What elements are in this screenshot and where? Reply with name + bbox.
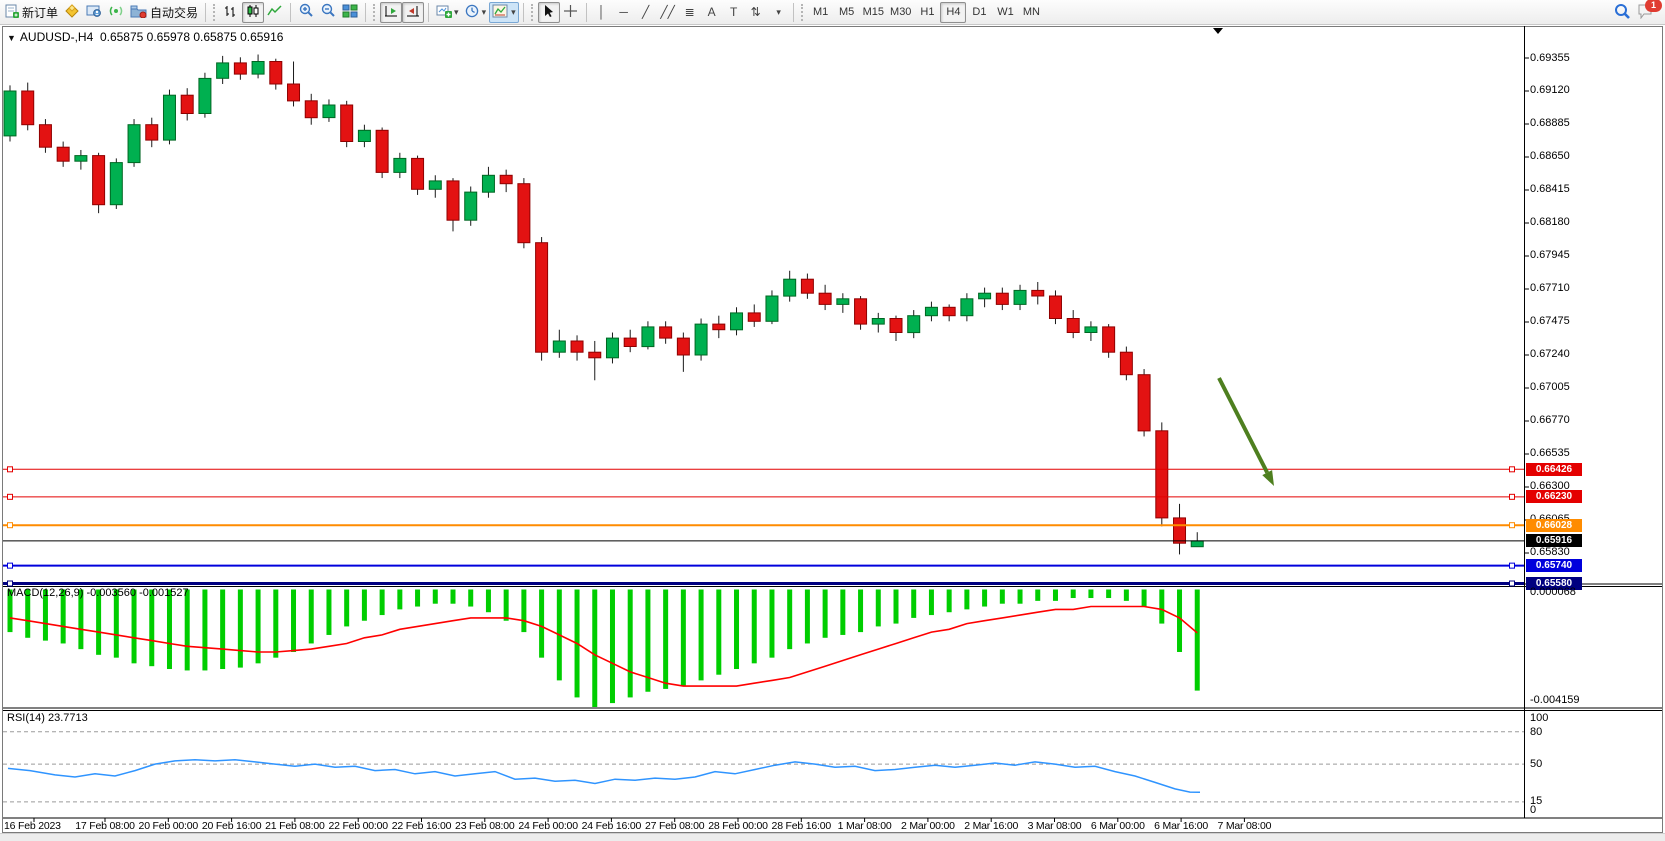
chart-template-icon [492, 4, 509, 21]
timeframe-m15-button[interactable]: M15 [862, 6, 885, 18]
timeframe-d1-button[interactable]: D1 [972, 6, 987, 18]
new-order-label: 新订单 [22, 5, 59, 20]
line-chart-icon [267, 4, 283, 21]
drawing-tools-group: │ ─ ╱ ╱╱ ≣ A T ⇅ [591, 2, 767, 23]
bar-chart-icon [223, 4, 239, 21]
ohlc-values: 0.65875 0.65978 0.65875 0.65916 [99, 30, 284, 44]
text-tool-button[interactable]: A [707, 5, 716, 19]
zoom-in-icon [298, 3, 314, 21]
cursor-tool-button[interactable] [537, 1, 560, 23]
signal-icon [108, 4, 124, 21]
arrows-tool-caret[interactable]: ▾ [767, 2, 789, 23]
template-button[interactable]: ▾ [489, 1, 519, 23]
collapse-triangle-icon[interactable]: ▼ [7, 33, 16, 43]
vertical-line-tool-button[interactable]: │ [597, 5, 606, 19]
new-chart-icon [436, 4, 453, 21]
gold-gem-icon [64, 3, 80, 21]
new-order-button[interactable]: 新订单 [2, 2, 61, 23]
timeframe-w1-button[interactable]: W1 [997, 6, 1014, 18]
timeframe-m5-button[interactable]: M5 [838, 6, 855, 18]
toolbar-grip [213, 3, 217, 21]
chart-title: ▼ AUDUSD-,H4 0.65875 0.65978 0.65875 0.65… [7, 30, 283, 44]
chart-shift-button[interactable] [402, 1, 425, 23]
zoom-out-button[interactable] [317, 2, 339, 23]
horizontal-line-tool-button[interactable]: ─ [619, 5, 628, 19]
toolbar-separator [290, 2, 292, 22]
text-label-tool-button[interactable]: T [729, 5, 738, 19]
zoom-out-icon [320, 3, 336, 21]
autotrading-button[interactable]: 自动交易 [127, 2, 201, 23]
signal-button[interactable] [105, 2, 127, 23]
chevron-down-icon[interactable]: ▾ [481, 6, 487, 17]
zoom-in-button[interactable] [295, 2, 317, 23]
timeframe-mn-button[interactable]: MN [1022, 6, 1040, 18]
search-icon [1614, 3, 1631, 22]
timeframe-h1-button[interactable]: H1 [920, 6, 935, 18]
toolbar-separator [365, 2, 367, 22]
autotrading-folder-icon [130, 4, 147, 21]
market-watch-button[interactable] [61, 2, 83, 23]
toolbar-grip [373, 3, 377, 21]
profile-icon [86, 4, 102, 21]
rsi-indicator-label: RSI(14) 23.7713 [7, 712, 88, 724]
search-button[interactable] [1611, 2, 1634, 23]
candlestick-icon [245, 4, 261, 21]
toolbar-separator [428, 2, 430, 22]
equidistant-channel-tool-button[interactable]: ╱╱ [660, 5, 675, 19]
notification-count-badge: 1 [1645, 0, 1662, 12]
timeframe-m1-button[interactable]: M1 [812, 6, 829, 18]
cursor-icon [542, 4, 555, 21]
new-chart-button[interactable]: ▾ [433, 2, 462, 23]
arrows-tool-button[interactable]: ⇅ [750, 5, 761, 19]
auto-scroll-icon [383, 4, 399, 21]
bar-chart-mode-button[interactable] [220, 2, 242, 23]
candlestick-mode-button[interactable] [242, 1, 265, 23]
auto-scroll-button[interactable] [380, 1, 403, 23]
autotrading-label: 自动交易 [150, 5, 199, 20]
toolbar-separator [522, 2, 524, 22]
toolbar-grip [800, 3, 805, 21]
tile-windows-button[interactable] [339, 2, 361, 23]
chevron-down-icon[interactable]: ▾ [454, 6, 459, 17]
symbol-period-label: AUDUSD-,H4 [19, 30, 94, 44]
period-selector-button[interactable]: ▾ [462, 2, 490, 23]
toolbar-separator [792, 2, 794, 22]
tile-windows-icon [342, 4, 358, 21]
toolbar-separator [205, 2, 207, 22]
macd-indicator-label: MACD(12,26,9) -0.003560 -0.001527 [7, 587, 189, 599]
chart-shift-icon [405, 4, 421, 21]
crosshair-icon [563, 4, 578, 21]
clock-icon [465, 4, 480, 21]
main-toolbar: 新订单 自动交易 [0, 0, 1665, 25]
chevron-down-icon[interactable]: ▾ [776, 6, 781, 17]
window-bottom-strip [0, 833, 1665, 841]
chevron-down-icon[interactable]: ▾ [511, 6, 516, 17]
toolbar-grip [530, 3, 535, 21]
toolbar-separator [585, 2, 587, 22]
crosshair-tool-button[interactable] [560, 2, 582, 23]
line-chart-mode-button[interactable] [264, 2, 286, 23]
notifications-button[interactable]: 1 [1634, 0, 1662, 23]
profile-button[interactable] [83, 2, 105, 23]
timeframe-m30-button[interactable]: M30 [890, 6, 912, 18]
timeframe-h4-button[interactable]: H4 [940, 1, 967, 23]
fibonacci-tool-button[interactable]: ≣ [684, 5, 695, 19]
new-order-icon [5, 4, 19, 21]
timeframe-group: M1 M5 M15 M30 H1 H4 D1 W1 MN [808, 1, 1045, 23]
trendline-tool-button[interactable]: ╱ [642, 5, 650, 19]
